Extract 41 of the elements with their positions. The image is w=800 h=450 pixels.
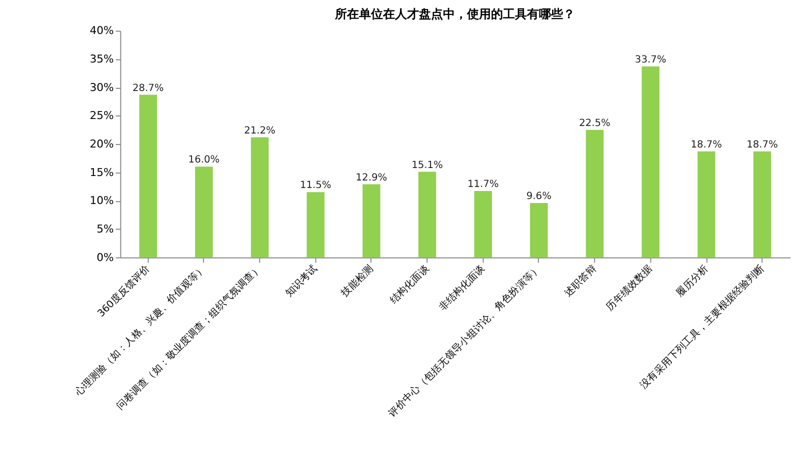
data-label: 11.7% xyxy=(467,179,499,190)
data-label: 22.5% xyxy=(579,118,610,129)
bar xyxy=(642,66,660,258)
chart-title: 所在单位在人才盘点中，使用的工具有哪些？ xyxy=(334,6,576,21)
data-label: 21.2% xyxy=(244,125,276,136)
y-tick-label: 30% xyxy=(90,80,114,94)
y-tick-label: 15% xyxy=(90,166,114,179)
y-tick-label: 35% xyxy=(90,52,114,66)
y-tick-label: 20% xyxy=(90,137,114,150)
data-label: 18.7% xyxy=(690,139,722,150)
x-tick-label: 履历分析 xyxy=(674,262,711,300)
bar xyxy=(530,202,548,258)
y-tick-label: 25% xyxy=(90,109,114,122)
x-tick-label: 述职答辩 xyxy=(562,262,599,300)
data-label: 11.5% xyxy=(300,180,332,192)
data-label: 18.7% xyxy=(746,139,778,150)
bar xyxy=(306,192,324,258)
bar xyxy=(195,166,213,258)
data-label: 28.7% xyxy=(132,82,164,94)
bar xyxy=(250,137,269,258)
x-tick-label: 知识考试 xyxy=(283,262,320,300)
data-label: 12.9% xyxy=(356,172,388,184)
bar xyxy=(698,151,716,258)
y-tick-label: 5% xyxy=(96,222,114,236)
bar xyxy=(753,151,772,258)
bar xyxy=(418,172,436,258)
data-label: 15.1% xyxy=(412,160,443,171)
bar xyxy=(586,130,604,258)
x-tick-label: 历年绩效数据 xyxy=(604,262,655,314)
bar xyxy=(362,184,380,258)
data-label: 33.7% xyxy=(634,54,666,66)
y-tick-label: 40% xyxy=(90,24,114,38)
x-tick-label: 技能检测 xyxy=(338,262,376,300)
bar xyxy=(139,94,157,258)
y-tick-label: 10% xyxy=(90,194,114,208)
data-label: 9.6% xyxy=(526,191,552,202)
x-tick-label: 非结构化面谈 xyxy=(436,262,488,314)
bar xyxy=(474,191,492,258)
y-tick-label: 0% xyxy=(96,250,114,264)
x-tick-label: 结构化面谈 xyxy=(388,262,432,306)
data-label: 16.0% xyxy=(188,154,220,166)
